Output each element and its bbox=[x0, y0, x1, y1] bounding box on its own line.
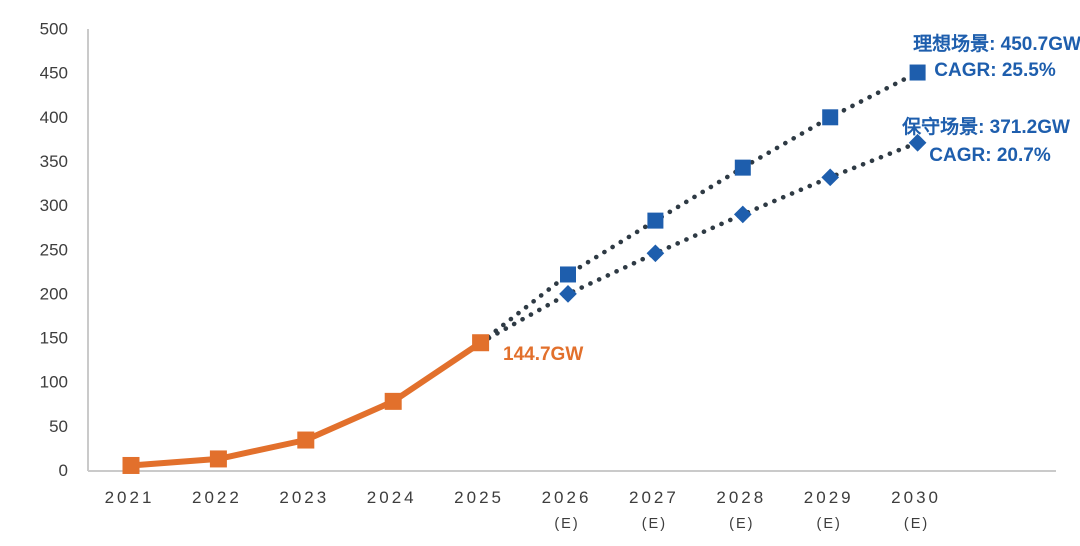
x-tick-label: 2028 bbox=[716, 488, 766, 507]
y-tick-label: 50 bbox=[49, 417, 68, 436]
x-tick-label: 2026 bbox=[542, 488, 592, 507]
ideal-marker bbox=[822, 109, 839, 126]
conservative-projection-line bbox=[478, 140, 920, 345]
y-tick-label: 100 bbox=[40, 373, 68, 392]
ideal-marker bbox=[734, 159, 751, 176]
y-tick-label: 500 bbox=[40, 20, 68, 39]
x-tick-label: 2024 bbox=[367, 488, 417, 507]
conservative-marker bbox=[733, 205, 752, 224]
ideal-marker bbox=[647, 212, 664, 229]
x-tick-label: 2025 bbox=[454, 488, 504, 507]
x-tick-estimate-label: (E) bbox=[642, 516, 667, 532]
historical-marker bbox=[209, 450, 227, 468]
x-tick-label: 2023 bbox=[279, 488, 329, 507]
y-tick-label: 450 bbox=[40, 64, 68, 83]
y-tick-label: 400 bbox=[40, 108, 68, 127]
y-tick-label: 200 bbox=[40, 284, 68, 303]
x-tick-estimate-label: (E) bbox=[729, 516, 754, 532]
y-tick-label: 300 bbox=[40, 196, 68, 215]
ideal-scenario-cagr: CAGR: 25.5% bbox=[934, 60, 1056, 81]
x-tick-estimate-label: (E) bbox=[817, 516, 842, 532]
x-tick-label: 2021 bbox=[105, 488, 155, 507]
current-value-label: 144.7GW bbox=[503, 344, 584, 365]
historical-marker bbox=[122, 456, 140, 474]
x-tick-label: 2030 bbox=[891, 488, 941, 507]
historical-marker bbox=[472, 334, 490, 352]
conservative-marker bbox=[646, 244, 665, 263]
x-tick-estimate-label: (E) bbox=[904, 516, 929, 532]
historical-marker bbox=[384, 392, 402, 410]
x-tick-estimate-label: (E) bbox=[554, 516, 579, 532]
conservative-marker bbox=[559, 285, 577, 303]
y-tick-label: 250 bbox=[40, 240, 68, 259]
ideal-scenario-label: 理想场景: 450.7GW bbox=[913, 34, 1080, 55]
x-tick-label: 2027 bbox=[629, 488, 679, 507]
y-tick-label: 150 bbox=[40, 329, 68, 348]
y-tick-label: 350 bbox=[40, 152, 68, 171]
ideal-projection-line bbox=[478, 70, 920, 345]
conservative-scenario-cagr: CAGR: 20.7% bbox=[929, 145, 1051, 166]
ideal-marker bbox=[909, 64, 926, 81]
historical-marker bbox=[297, 431, 315, 449]
ideal-marker bbox=[560, 266, 576, 283]
conservative-scenario-label: 保守场景: 371.2GW bbox=[902, 117, 1070, 138]
y-tick-label: 0 bbox=[59, 461, 68, 480]
x-tick-label: 2029 bbox=[804, 488, 854, 507]
conservative-marker bbox=[821, 168, 840, 187]
x-tick-label: 2022 bbox=[192, 488, 242, 507]
